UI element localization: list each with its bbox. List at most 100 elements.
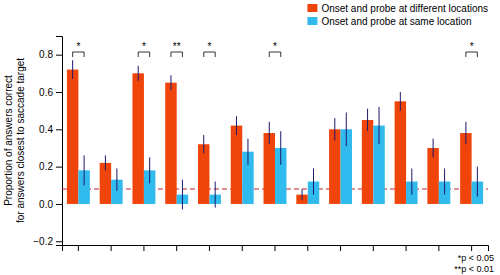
error-bar [247, 139, 248, 165]
significance-bracket [269, 52, 280, 57]
plot-area: −0.2 0.0 0.2 0.4 0.6 0.8 Proportion of answers… [3, 3, 489, 251]
error-bar [302, 189, 303, 200]
x-tick [406, 245, 407, 251]
y-tick: 0.2 [39, 161, 62, 172]
significance-bracket [138, 52, 149, 57]
bar [165, 83, 176, 204]
x-tick-mark [406, 245, 407, 251]
error-bar [433, 139, 434, 158]
annotation: **p < 0.01 [454, 264, 494, 274]
legend: Onset and probe at different locations On… [307, 3, 488, 27]
x-tick [176, 245, 177, 251]
y-tick-label: 0.2 [39, 161, 53, 172]
error-bars [84, 107, 477, 210]
error-bar [116, 168, 117, 190]
x-tick-mark [438, 245, 439, 251]
x-tick-mark [340, 245, 341, 251]
x-tick-mark [209, 245, 210, 251]
x-tick-mark [111, 245, 112, 251]
y-tick: 0.0 [39, 199, 62, 210]
error-bar [84, 155, 85, 185]
x-tick-mark [176, 245, 177, 251]
bar [67, 70, 78, 204]
y-axis-title: Proportion of answers correctfor answers… [3, 58, 26, 223]
y-tick-mark [56, 129, 62, 130]
y-tick: 0.8 [39, 49, 62, 60]
error-bar [269, 122, 270, 144]
bar [231, 126, 242, 204]
x-tick [471, 245, 472, 251]
y-tick: −0.2 [33, 236, 62, 247]
x-tick [275, 245, 276, 251]
x-axis-line [63, 246, 489, 252]
y-tick-mark [56, 92, 62, 93]
error-bar [149, 157, 150, 183]
error-bar [346, 113, 347, 147]
error-bar [72, 60, 73, 79]
y-axis-line [56, 37, 63, 246]
error-bar [170, 75, 171, 90]
error-bar [334, 118, 335, 140]
significance-label: * [76, 41, 80, 52]
error-bar [215, 182, 216, 208]
x-tick [242, 245, 243, 251]
error-bar [280, 131, 281, 165]
legend-label: Onset and probe at different locations [321, 3, 488, 14]
x-tick-mark [242, 245, 243, 251]
significance-label: ** [173, 41, 181, 52]
y-tick-mark [56, 204, 62, 205]
y-tick: 0.6 [39, 87, 62, 98]
y-axis: −0.2 0.0 0.2 0.4 0.6 0.8 [33, 37, 62, 247]
error-bar [400, 92, 401, 111]
bar [132, 73, 143, 204]
significance-label: * [142, 41, 146, 52]
x-tick-mark [275, 245, 276, 251]
significance-label: * [208, 41, 212, 52]
y-tick-label: −0.2 [33, 236, 53, 247]
x-tick [373, 245, 374, 251]
x-axis [63, 245, 489, 251]
error-bar [465, 122, 466, 144]
significance-label: * [273, 41, 277, 52]
error-bar [203, 135, 204, 154]
y-tick-label: 0.4 [39, 124, 53, 135]
annotation: *p < 0.05 [458, 253, 494, 263]
x-tick [111, 245, 112, 251]
bar [362, 120, 373, 204]
legend-item: Onset and probe at same location [307, 16, 471, 27]
x-tick [209, 245, 210, 251]
error-bar [313, 168, 314, 194]
x-tick-mark [373, 245, 374, 251]
error-bars [73, 60, 466, 200]
marks [62, 60, 488, 209]
bar-series [78, 126, 483, 204]
legend-item: Onset and probe at different locations [307, 3, 488, 14]
error-bar [367, 109, 368, 131]
y-tick-mark [56, 241, 62, 242]
x-tick [143, 245, 144, 251]
chart: −0.2 0.0 0.2 0.4 0.6 0.8 Proportion of answers… [0, 0, 500, 275]
bar [395, 101, 406, 204]
error-bar [105, 155, 106, 170]
x-tick-mark [143, 245, 144, 251]
legend-label: Onset and probe at same location [321, 16, 471, 27]
error-bar [411, 168, 412, 194]
y-tick-label: 0.6 [39, 87, 53, 98]
significance-bracket [73, 52, 84, 57]
x-tick-mark [307, 245, 308, 251]
significance-bracket [204, 52, 215, 57]
significance-bracket [466, 52, 477, 57]
significance: ******* [73, 41, 478, 57]
x-tick-mark [471, 245, 472, 251]
error-bar [236, 116, 237, 135]
significance-bracket [171, 52, 182, 57]
x-tick [340, 245, 341, 251]
error-bar [477, 167, 478, 197]
annotations: *p < 0.05**p < 0.01 [454, 253, 494, 274]
error-bar [379, 107, 380, 144]
error-bar [444, 168, 445, 194]
y-tick-mark [56, 55, 62, 56]
error-bar [138, 66, 139, 81]
x-tick-mark [78, 245, 79, 251]
significance-label: * [470, 41, 474, 52]
